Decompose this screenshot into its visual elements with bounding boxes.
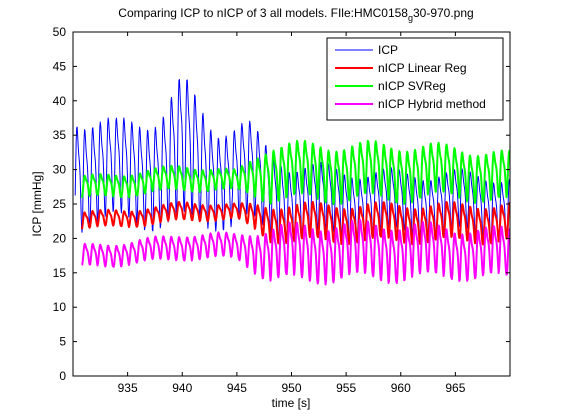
y-tick-label: 0 [59, 369, 66, 383]
legend-label: ICP [378, 43, 398, 57]
y-tick-label: 15 [53, 266, 67, 280]
legend-label: nICP SVReg [378, 79, 446, 93]
x-tick-label: 935 [118, 381, 138, 395]
y-axis-label: ICP [mmHg] [30, 171, 44, 236]
series-line-3 [80, 139, 510, 206]
series-line-2 [80, 200, 510, 246]
x-tick-label: 950 [281, 381, 301, 395]
x-ticks: 935 940 945 950 955 960 965 [118, 32, 466, 395]
chart-title-main: Comparing ICP to nICP of 3 all models. F… [118, 6, 408, 20]
x-tick-label: 940 [172, 381, 192, 395]
y-tick-label: 20 [53, 231, 67, 245]
x-tick-label: 960 [391, 381, 411, 395]
series-line-4 [81, 218, 510, 286]
legend: ICP nICP Linear Reg nICP SVReg nICP Hybrid … [326, 37, 504, 121]
y-tick-label: 50 [53, 25, 67, 39]
chart-title: Comparing ICP to nICP of 3 all models. F… [118, 6, 473, 23]
x-tick-label: 965 [445, 381, 465, 395]
y-tick-label: 30 [53, 163, 67, 177]
legend-label: nICP Linear Reg [378, 61, 467, 75]
legend-box [326, 37, 504, 121]
y-tick-label: 35 [53, 128, 67, 142]
y-tick-label: 45 [53, 59, 67, 73]
y-tick-label: 40 [53, 94, 67, 108]
y-tick-label: 10 [53, 300, 67, 314]
x-tick-label: 945 [227, 381, 247, 395]
chart-title-tail: 30-970.png [413, 6, 474, 20]
x-tick-label: 955 [336, 381, 356, 395]
y-tick-label: 25 [53, 197, 67, 211]
x-axis-label: time [s] [272, 396, 311, 410]
y-tick-label: 5 [59, 335, 66, 349]
chart-title-subscript: g [408, 13, 413, 23]
legend-label: nICP Hybrid method [378, 97, 486, 111]
y-ticks: 0 5 10 15 20 25 30 35 40 45 50 [53, 25, 510, 383]
series-layer [74, 79, 510, 286]
